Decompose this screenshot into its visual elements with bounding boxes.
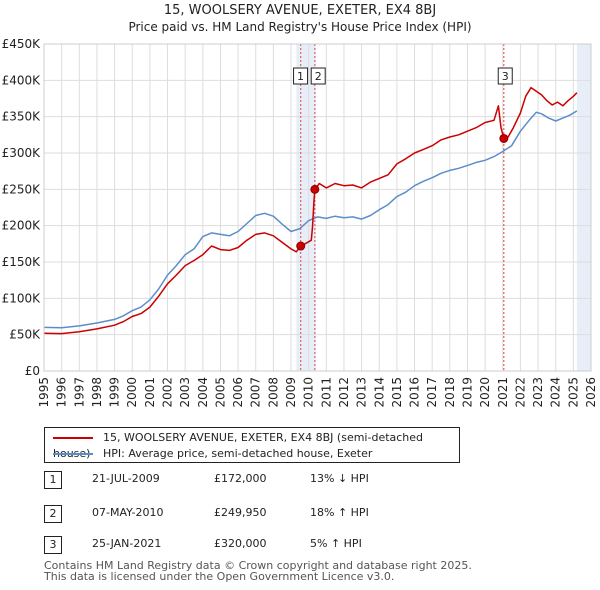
y-tick-label: £450K: [2, 37, 42, 51]
x-tick-label: 2005: [213, 377, 227, 408]
footer-licence: This data is licensed under the Open Gov…: [44, 570, 395, 583]
x-tick-label: 1996: [55, 377, 69, 408]
y-tick-label: £200K: [2, 219, 42, 233]
sale-date: 25-JAN-2021: [92, 537, 162, 550]
y-tick-label: £300K: [2, 146, 42, 160]
sale-hpi-change: 5% ↑ HPI: [310, 537, 362, 550]
sale-point: [296, 241, 306, 251]
sale-date: 07-MAY-2010: [92, 506, 164, 519]
sale-price: £172,000: [214, 472, 267, 485]
x-tick-label: 2015: [390, 377, 404, 408]
sale-row-1: 1 21-JUL-2009 £172,000 13% ↓ HPI: [44, 471, 444, 491]
x-tick-label: 2001: [143, 377, 157, 408]
x-tick-label: 2020: [478, 377, 492, 408]
plot-frame: [43, 43, 592, 372]
x-tick-label: 2025: [566, 377, 580, 408]
x-tick-label: 2002: [161, 377, 175, 408]
x-tick-label: 2017: [425, 377, 439, 408]
x-tick-label: 2026: [584, 377, 598, 408]
x-tick-label: 1998: [90, 377, 104, 408]
legend-swatch-hpi: [53, 453, 93, 455]
x-tick-label: 1997: [72, 377, 86, 408]
sale-marker-box: [293, 67, 309, 85]
x-tick-label: 1995: [37, 377, 51, 408]
x-tick-label: 2014: [372, 377, 386, 408]
sale-hpi-change: 13% ↓ HPI: [310, 472, 369, 485]
x-tick-label: 2009: [284, 377, 298, 408]
footer-copyright: Contains HM Land Registry data © Crown c…: [44, 559, 472, 572]
legend-swatch-property: [53, 437, 93, 439]
sale-number-badge: 2: [44, 505, 62, 523]
legend-item-hpi: HPI: Average price, semi-detached house,…: [53, 446, 372, 462]
sale-price: £320,000: [214, 537, 267, 550]
chart-title: 15, WOOLSERY AVENUE, EXETER, EX4 8BJ: [163, 3, 437, 18]
legend-item-property: 15, WOOLSERY AVENUE, EXETER, EX4 8BJ (se…: [53, 430, 459, 460]
legend: 15, WOOLSERY AVENUE, EXETER, EX4 8BJ (se…: [44, 427, 460, 463]
sale-number-badge: 3: [44, 536, 62, 554]
x-tick-label: 2023: [531, 377, 545, 408]
sale-date: 21-JUL-2009: [92, 472, 160, 485]
sale-row-3: 3 25-JAN-2021 £320,000 5% ↑ HPI: [44, 536, 444, 556]
legend-label-property: 15, WOOLSERY AVENUE, EXETER, EX4 8BJ (se…: [53, 431, 424, 460]
chart-header: 15, WOOLSERY AVENUE, EXETER, EX4 8BJ Pri…: [0, 0, 600, 35]
x-tick-label: 2024: [549, 377, 563, 408]
x-tick-label: 2010: [302, 377, 316, 408]
legend-label-hpi: HPI: Average price, semi-detached house,…: [103, 447, 373, 460]
hpi-line: [43, 110, 578, 329]
x-tick-label: 2011: [319, 377, 333, 408]
y-tick-label: £400K: [2, 73, 42, 87]
y-tick-label: £150K: [2, 255, 42, 269]
y-tick-label: £350K: [2, 110, 42, 124]
sale-price: £249,950: [214, 506, 267, 519]
x-tick-label: 2000: [125, 377, 139, 408]
y-tick-label: £50K: [9, 328, 41, 342]
sale-marker-label: 3: [502, 70, 509, 83]
x-tick-label: 1999: [108, 377, 122, 408]
x-tick-label: 2007: [249, 377, 263, 408]
footer-notice: Contains HM Land Registry data © Crown c…: [44, 560, 472, 582]
sale-hpi-change: 18% ↑ HPI: [310, 506, 369, 519]
sale-point: [499, 133, 509, 143]
x-tick-label: 2018: [443, 377, 457, 408]
x-tick-label: 2019: [460, 377, 474, 408]
sale-row-2: 2 07-MAY-2010 £249,950 18% ↑ HPI: [44, 505, 444, 525]
sale-marker-label: 2: [315, 70, 322, 83]
x-tick-label: 2022: [513, 377, 527, 408]
y-tick-label: £250K: [2, 182, 42, 196]
x-tick-label: 2006: [231, 377, 245, 408]
x-tick-label: 2016: [408, 377, 422, 408]
x-tick-label: 2013: [355, 377, 369, 408]
shaded-region: [296, 44, 316, 371]
shaded-region: [576, 44, 591, 371]
sale-number-badge: 1: [44, 471, 62, 489]
x-tick-label: 2004: [196, 377, 210, 408]
sale-point: [310, 184, 320, 194]
sale-marker-box: [310, 67, 326, 85]
x-tick-label: 2012: [337, 377, 351, 408]
x-tick-label: 2021: [496, 377, 510, 408]
chart-subtitle: Price paid vs. HM Land Registry's House …: [128, 20, 472, 34]
x-tick-label: 2003: [178, 377, 192, 408]
y-tick-label: £100K: [2, 291, 42, 305]
property-price-line: [43, 86, 578, 335]
x-tick-label: 2008: [266, 377, 280, 408]
sale-marker-box: [497, 67, 513, 85]
sale-marker-label: 1: [297, 70, 304, 83]
y-tick-label: £0: [25, 364, 40, 378]
